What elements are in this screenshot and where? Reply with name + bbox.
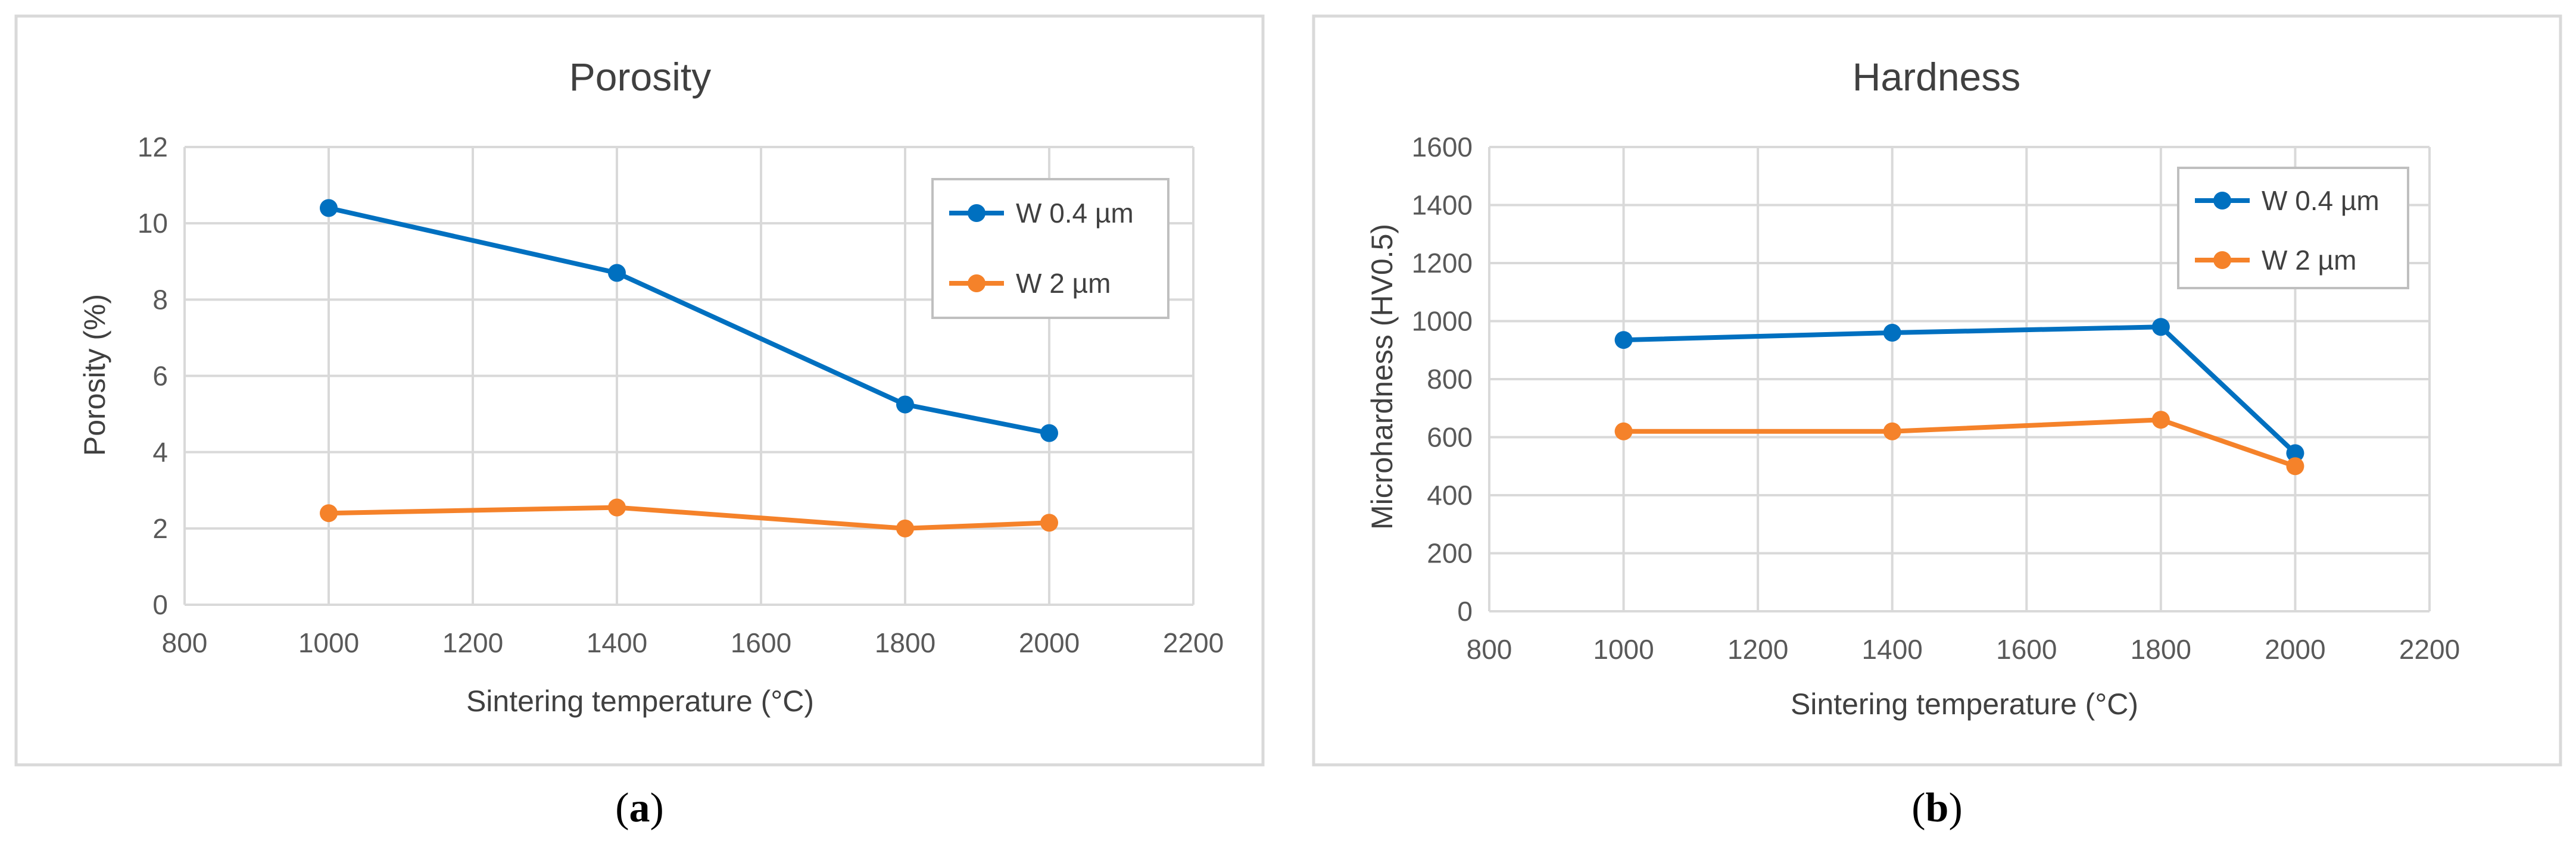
x-tick-label: 1000: [298, 627, 359, 658]
legend-label: W 0.4 µm: [2262, 185, 2379, 216]
legend-label: W 0.4 µm: [1016, 198, 1134, 229]
x-tick-label: 1200: [1727, 634, 1788, 665]
data-point: [2151, 318, 2170, 336]
y-axis-label: Porosity (%): [78, 294, 111, 456]
y-tick-label: 400: [1427, 480, 1473, 511]
data-point: [2151, 411, 2170, 429]
legend-box: [2177, 167, 2409, 289]
x-tick-label: 1400: [1862, 634, 1923, 665]
legend-marker: [968, 274, 986, 292]
x-tick-label: 1600: [731, 627, 791, 658]
y-tick-label: 8: [152, 284, 168, 315]
y-tick-label: 1000: [1412, 306, 1473, 337]
data-point: [2286, 444, 2304, 462]
porosity-chart: 0 2 4 6 8 10 12 800 1000 1200 1400 1600 1800 2000 2200…: [138, 132, 1224, 658]
x-tick-label: 1800: [875, 627, 935, 658]
hardness-chart: 0 200 400 600 800 1000 1200 1400 1600 800 1000 1200…: [1412, 132, 2460, 665]
y-tick-label: 600: [1427, 422, 1473, 453]
series-line: [1623, 324, 2297, 455]
y-tick-label: 0: [1457, 596, 1473, 627]
chart-title: Porosity: [569, 55, 711, 99]
x-tick-label: 2000: [2265, 634, 2325, 665]
legend-label: W 2 µm: [1016, 268, 1111, 299]
x-tick-label: 1600: [1996, 634, 2057, 665]
x-tick-label: 1800: [2131, 634, 2191, 665]
y-tick-label: 6: [152, 361, 168, 392]
series-line: [1623, 417, 2296, 469]
panel-b-frame: [1312, 14, 2562, 767]
legend-marker: [2213, 251, 2231, 269]
data-point: [1883, 324, 1901, 342]
caption-b: (b): [1911, 785, 1963, 831]
series-line: [328, 205, 1050, 436]
y-tick-label: 1600: [1412, 132, 1473, 162]
data-point: [320, 199, 338, 217]
legend-label: W 2 µm: [2262, 245, 2356, 276]
caption-a: (a): [615, 785, 664, 831]
chart-title: Hardness: [1853, 55, 2020, 99]
data-point: [1614, 331, 1633, 349]
y-tick-label: 800: [1427, 364, 1473, 395]
data-point: [608, 264, 626, 282]
series-line: [328, 505, 1050, 531]
legend-marker: [2213, 192, 2231, 210]
panel-a-frame: [14, 14, 1265, 767]
data-point: [1040, 514, 1058, 532]
x-tick-label: 2200: [2399, 634, 2460, 665]
y-tick-label: 12: [138, 132, 168, 162]
x-tick-label: 1200: [442, 627, 503, 658]
data-point: [320, 504, 338, 523]
x-axis-label: Sintering temperature (°C): [466, 684, 814, 718]
y-tick-label: 4: [152, 437, 168, 468]
y-tick-label: 1400: [1412, 190, 1473, 221]
caption-letter: b: [1926, 785, 1949, 831]
y-tick-label: 1200: [1412, 248, 1473, 279]
x-tick-label: 2200: [1163, 627, 1224, 658]
data-point: [1883, 422, 1901, 440]
x-tick-label: 1400: [587, 627, 647, 658]
x-tick-label: 800: [162, 627, 208, 658]
data-point: [1614, 422, 1633, 440]
y-tick-label: 2: [152, 513, 168, 544]
y-tick-label: 200: [1427, 538, 1473, 569]
legend-box: [931, 178, 1170, 319]
y-tick-label: 0: [152, 589, 168, 620]
data-point: [896, 519, 914, 537]
x-tick-label: 800: [1467, 634, 1512, 665]
x-tick-label: 1000: [1593, 634, 1654, 665]
legend-marker: [968, 204, 986, 222]
y-axis-label: Microhardness (HV0.5): [1365, 224, 1399, 530]
data-point: [2286, 457, 2304, 476]
x-axis-label: Sintering temperature (°C): [1791, 687, 2138, 721]
x-tick-label: 2000: [1019, 627, 1080, 658]
data-point: [608, 498, 626, 517]
data-point: [1040, 424, 1058, 442]
caption-letter: a: [629, 785, 650, 831]
y-tick-label: 10: [138, 208, 168, 239]
data-point: [896, 395, 914, 414]
